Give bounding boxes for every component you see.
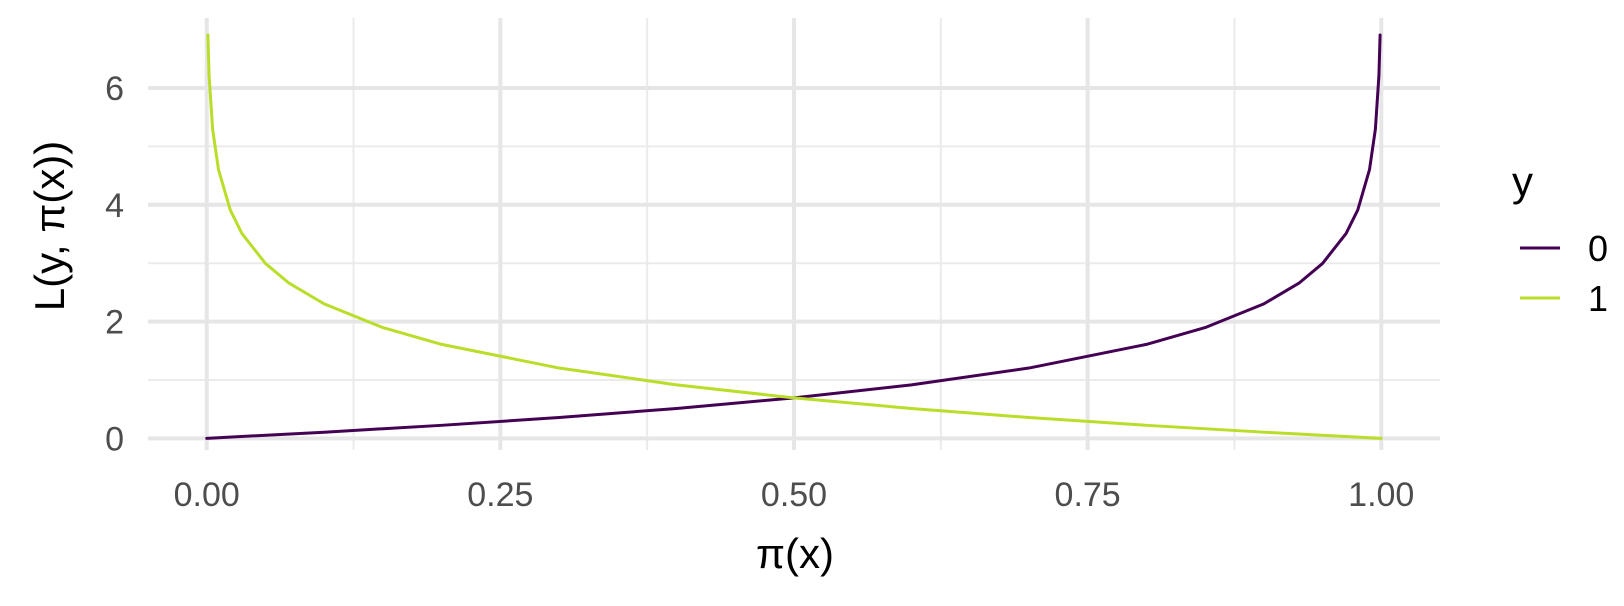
y-tick-labels: 0 2 4 6 [105,70,124,458]
y-tick-label: 4 [105,187,124,225]
series-line-0 [205,33,1382,440]
x-tick-label: 0.25 [467,476,533,514]
y-tick-label: 0 [105,420,124,458]
series-line-1 [206,33,1383,440]
y-tick-label: 2 [105,304,124,342]
x-tick-label: 0.50 [761,476,827,514]
x-tick-label: 0.75 [1055,476,1121,514]
legend: y 0 1 [1512,158,1608,319]
major-gridlines [148,18,1440,450]
y-axis-title: L(y, π(x)) [26,141,73,312]
x-axis-title: π(x) [756,530,834,577]
x-tick-label: 1.00 [1348,476,1414,514]
legend-label-0: 0 [1588,228,1608,269]
y-tick-label: 6 [105,70,124,108]
legend-title: y [1512,158,1533,205]
legend-label-1: 1 [1588,278,1608,319]
x-tick-labels: 0.00 0.25 0.50 0.75 1.00 [174,476,1415,514]
x-tick-label: 0.00 [174,476,240,514]
series-lines [205,33,1383,440]
